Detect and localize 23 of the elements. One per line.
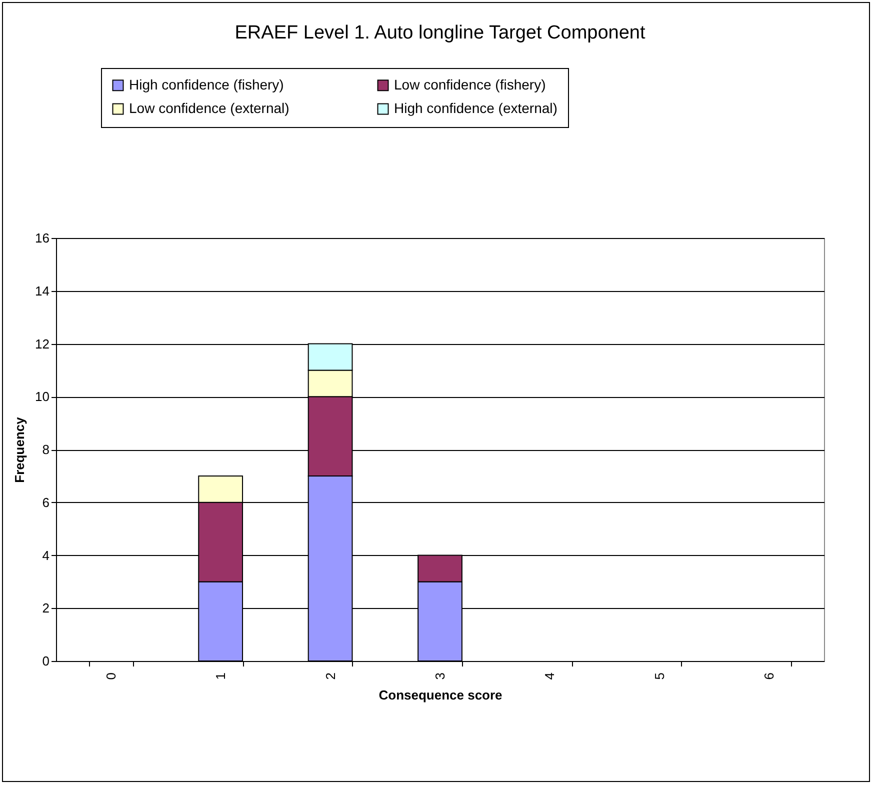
x-tick-label: 2 [322, 672, 338, 680]
chart-title: ERAEF Level 1. Auto longline Target Component [234, 22, 646, 44]
y-tick-label: 14 [35, 283, 50, 298]
x-axis-title: Consequence score [378, 688, 502, 703]
y-tick-label: 12 [35, 336, 50, 352]
legend-label: High confidence (fishery) [129, 76, 284, 92]
x-tick-label: 3 [432, 672, 448, 680]
x-tick-label: 1 [213, 672, 228, 680]
x-tick-label: 0 [103, 672, 118, 680]
legend-label: Low confidence (external) [129, 100, 290, 116]
y-tick-label: 4 [42, 548, 50, 563]
x-tick-label: 6 [762, 672, 777, 680]
x-tick-label: 4 [542, 672, 558, 680]
y-axis-title: Frequency [12, 416, 28, 483]
y-tick-label: 0 [42, 654, 50, 668]
x-tick-label: 5 [652, 672, 667, 680]
y-tick-label: 10 [35, 389, 50, 404]
legend-label: High confidence (external) [394, 100, 558, 116]
y-tick-label: 8 [42, 442, 50, 457]
legend-label: Low confidence (fishery) [394, 76, 546, 92]
y-tick-label: 6 [42, 494, 50, 510]
y-tick-label: 16 [35, 230, 50, 246]
y-tick-label: 2 [42, 600, 50, 616]
